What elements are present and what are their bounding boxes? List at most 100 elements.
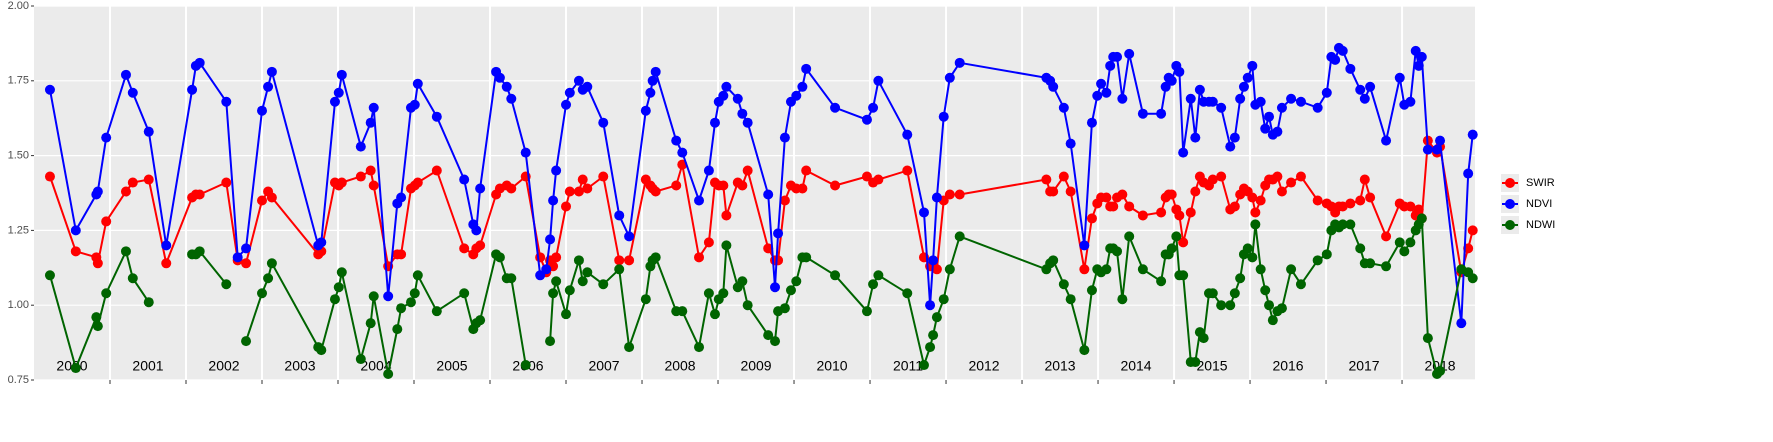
data-point [1267, 315, 1278, 326]
data-point [1260, 123, 1271, 134]
data-point [1207, 96, 1218, 107]
data-point [506, 93, 517, 104]
data-point [1079, 264, 1090, 275]
data-point [1413, 204, 1424, 215]
data-point [1365, 81, 1376, 92]
data-point [1295, 279, 1306, 290]
data-point [396, 303, 407, 314]
data-point [127, 87, 138, 98]
data-point [1108, 201, 1119, 212]
data-point [120, 246, 131, 257]
year-label: 2016 [1272, 358, 1303, 374]
data-point [1041, 174, 1052, 185]
data-point [1124, 201, 1135, 212]
data-point [938, 294, 949, 305]
data-point [1276, 102, 1287, 113]
data-point [1156, 207, 1167, 218]
data-point [266, 258, 277, 269]
data-point [459, 243, 470, 254]
data-point [120, 69, 131, 80]
data-point [650, 252, 661, 263]
data-point [703, 237, 714, 248]
data-point [91, 312, 102, 323]
data-point [931, 264, 942, 275]
y-tick-label: 1.75 [8, 75, 29, 87]
data-point [1286, 264, 1297, 275]
year-label: 2004 [360, 358, 391, 374]
data-point [564, 285, 575, 296]
year-label: 2017 [1348, 358, 1379, 374]
data-point [383, 291, 394, 302]
data-point [561, 309, 572, 320]
data-point [1431, 144, 1442, 155]
data-point [412, 270, 423, 281]
data-point [257, 288, 268, 299]
data-point [1101, 192, 1112, 203]
data-point [1216, 102, 1227, 113]
data-point [737, 180, 748, 191]
data-point [316, 345, 327, 356]
data-point [266, 66, 277, 77]
data-point [1255, 96, 1266, 107]
data-point [830, 102, 841, 113]
data-point [709, 117, 720, 128]
data-point [779, 132, 790, 143]
data-point [187, 84, 198, 95]
data-point [1463, 168, 1474, 179]
data-point [902, 165, 913, 176]
data-point [703, 165, 714, 176]
data-point [721, 240, 732, 251]
data-point [830, 180, 841, 191]
year-label: 2003 [284, 358, 315, 374]
data-point [1048, 81, 1059, 92]
data-point [396, 249, 407, 260]
data-point [861, 114, 872, 125]
data-point [431, 111, 442, 122]
data-point [1250, 207, 1261, 218]
data-point [1359, 174, 1370, 185]
data-point [928, 255, 939, 266]
data-point [1166, 243, 1177, 254]
data-point [329, 96, 340, 107]
data-point [405, 297, 416, 308]
data-point [1235, 273, 1246, 284]
data-point [1467, 225, 1478, 236]
data-point [1086, 213, 1097, 224]
data-point [773, 255, 784, 266]
data-point [92, 258, 103, 269]
data-point [640, 294, 651, 305]
data-point [645, 87, 656, 98]
data-point [737, 108, 748, 119]
data-point [368, 102, 379, 113]
data-point [742, 117, 753, 128]
data-point [1065, 186, 1076, 197]
data-point [1435, 135, 1446, 146]
data-point [677, 306, 688, 317]
data-point [1295, 171, 1306, 182]
data-point [732, 93, 743, 104]
data-point [785, 285, 796, 296]
data-point [801, 252, 812, 263]
data-point [938, 111, 949, 122]
legend-marker [1505, 220, 1515, 230]
data-point [551, 276, 562, 287]
data-point [471, 225, 482, 236]
data-point [459, 174, 470, 185]
data-point [1247, 252, 1258, 263]
data-point [431, 165, 442, 176]
data-point [1117, 93, 1128, 104]
data-point [365, 117, 376, 128]
data-point [355, 354, 366, 365]
data-point [1185, 93, 1196, 104]
data-point [902, 129, 913, 140]
data-point [1117, 294, 1128, 305]
data-point [221, 279, 232, 290]
data-point [1413, 60, 1424, 71]
data-point [1394, 72, 1405, 83]
data-point [494, 252, 505, 263]
data-point [721, 210, 732, 221]
data-point [1247, 60, 1258, 71]
data-point [232, 252, 243, 263]
year-label: 2007 [588, 358, 619, 374]
data-point [582, 267, 593, 278]
